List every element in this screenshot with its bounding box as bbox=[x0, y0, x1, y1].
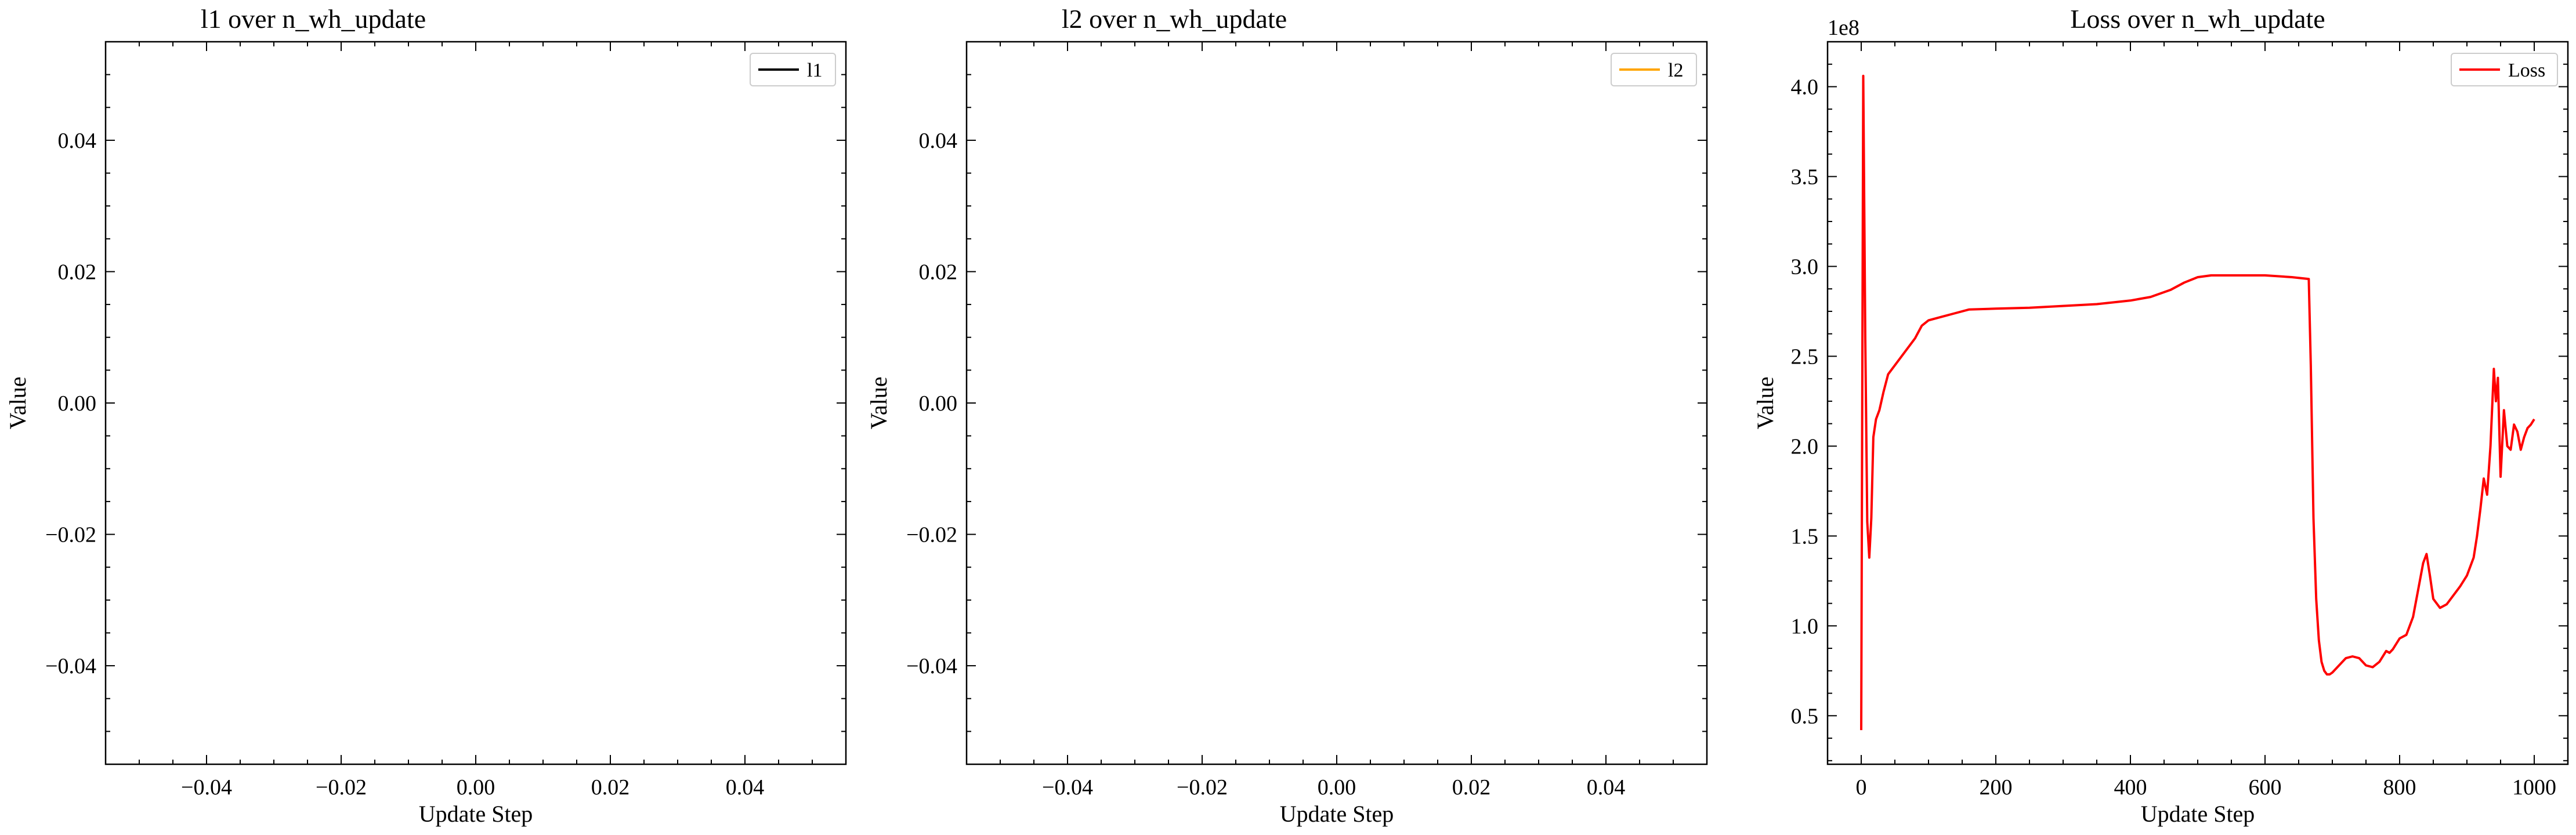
chart-title: l2 over n_wh_update bbox=[1062, 4, 1287, 34]
x-tick-label: 800 bbox=[2383, 775, 2416, 800]
l1-chart-panel: l1 over n_wh_update −0.04 −0.02 0.00 0.02 0.… bbox=[5, 4, 847, 827]
y-tick-label: −0.02 bbox=[906, 523, 957, 547]
y-tick-label: −0.04 bbox=[906, 654, 957, 678]
x-tick-label: 0 bbox=[1856, 775, 1867, 800]
loss-chart-panel: Loss over n_wh_update 0 200 400 600 800 1000 0… bbox=[1752, 4, 2569, 827]
chart-title: l1 over n_wh_update bbox=[201, 4, 426, 34]
x-tick-label: 0.02 bbox=[1452, 775, 1491, 800]
x-tick-label: 200 bbox=[1980, 775, 2013, 800]
series-line-loss bbox=[1860, 74, 2535, 731]
x-tick-label: 600 bbox=[2249, 775, 2282, 800]
x-tick-label: −0.04 bbox=[181, 775, 232, 800]
legend: l2 bbox=[1611, 53, 1697, 86]
x-tick-label: −0.02 bbox=[1177, 775, 1228, 800]
y-axis-label: Value bbox=[866, 376, 892, 429]
legend-box bbox=[2451, 53, 2558, 86]
y-tick-label: 0.04 bbox=[919, 129, 958, 153]
x-tick-label: 400 bbox=[2114, 775, 2147, 800]
y-tick-label: 0.5 bbox=[1791, 704, 1819, 728]
y-tick-label: 0.04 bbox=[58, 129, 97, 153]
l2-chart-panel: l2 over n_wh_update −0.04 −0.02 0.00 0.02 0.… bbox=[866, 4, 1708, 827]
y-tick-label: 0.02 bbox=[919, 260, 958, 284]
x-tick-label: 0.04 bbox=[1587, 775, 1626, 800]
y-tick-label: 4.0 bbox=[1791, 75, 1819, 99]
x-tick-label: 0.04 bbox=[726, 775, 765, 800]
y-tick-label: −0.02 bbox=[45, 523, 96, 547]
y-axis-offset-label: 1e8 bbox=[1828, 16, 1859, 40]
y-axis-label: Value bbox=[5, 376, 31, 429]
legend-label-l1: l1 bbox=[807, 60, 822, 81]
y-tick-label: 3.5 bbox=[1791, 165, 1819, 189]
legend: Loss bbox=[2451, 53, 2558, 86]
x-tick-label: 0.02 bbox=[591, 775, 630, 800]
x-tick-label: −0.04 bbox=[1042, 775, 1093, 800]
y-tick-label: 1.5 bbox=[1791, 524, 1819, 549]
chart-title: Loss over n_wh_update bbox=[2070, 4, 2325, 34]
y-tick-label: 1.0 bbox=[1791, 614, 1819, 638]
x-axis-label: Update Step bbox=[1280, 801, 1394, 827]
plot-area bbox=[1826, 41, 2569, 765]
y-tick-label: 0.00 bbox=[58, 391, 97, 416]
x-tick-label: 1000 bbox=[2512, 775, 2556, 800]
plot-area bbox=[965, 41, 1708, 765]
x-tick-label: −0.02 bbox=[316, 775, 367, 800]
x-axis-label: Update Step bbox=[2141, 801, 2255, 827]
legend-label-loss: Loss bbox=[2508, 60, 2545, 81]
y-tick-label: 0.02 bbox=[58, 260, 97, 284]
y-axis-label: Value bbox=[1752, 376, 1778, 429]
y-tick-label: −0.04 bbox=[45, 654, 96, 678]
legend-label-l2: l2 bbox=[1668, 60, 1683, 81]
legend: l1 bbox=[750, 53, 836, 86]
x-tick-label: 0.00 bbox=[1318, 775, 1356, 800]
x-tick-label: 0.00 bbox=[457, 775, 495, 800]
plot-area bbox=[104, 41, 847, 765]
y-tick-label: 3.0 bbox=[1791, 255, 1819, 279]
x-axis-label: Update Step bbox=[419, 801, 533, 827]
y-tick-label: 2.5 bbox=[1791, 344, 1819, 369]
y-tick-label: 2.0 bbox=[1791, 434, 1819, 459]
y-tick-label: 0.00 bbox=[919, 391, 958, 416]
